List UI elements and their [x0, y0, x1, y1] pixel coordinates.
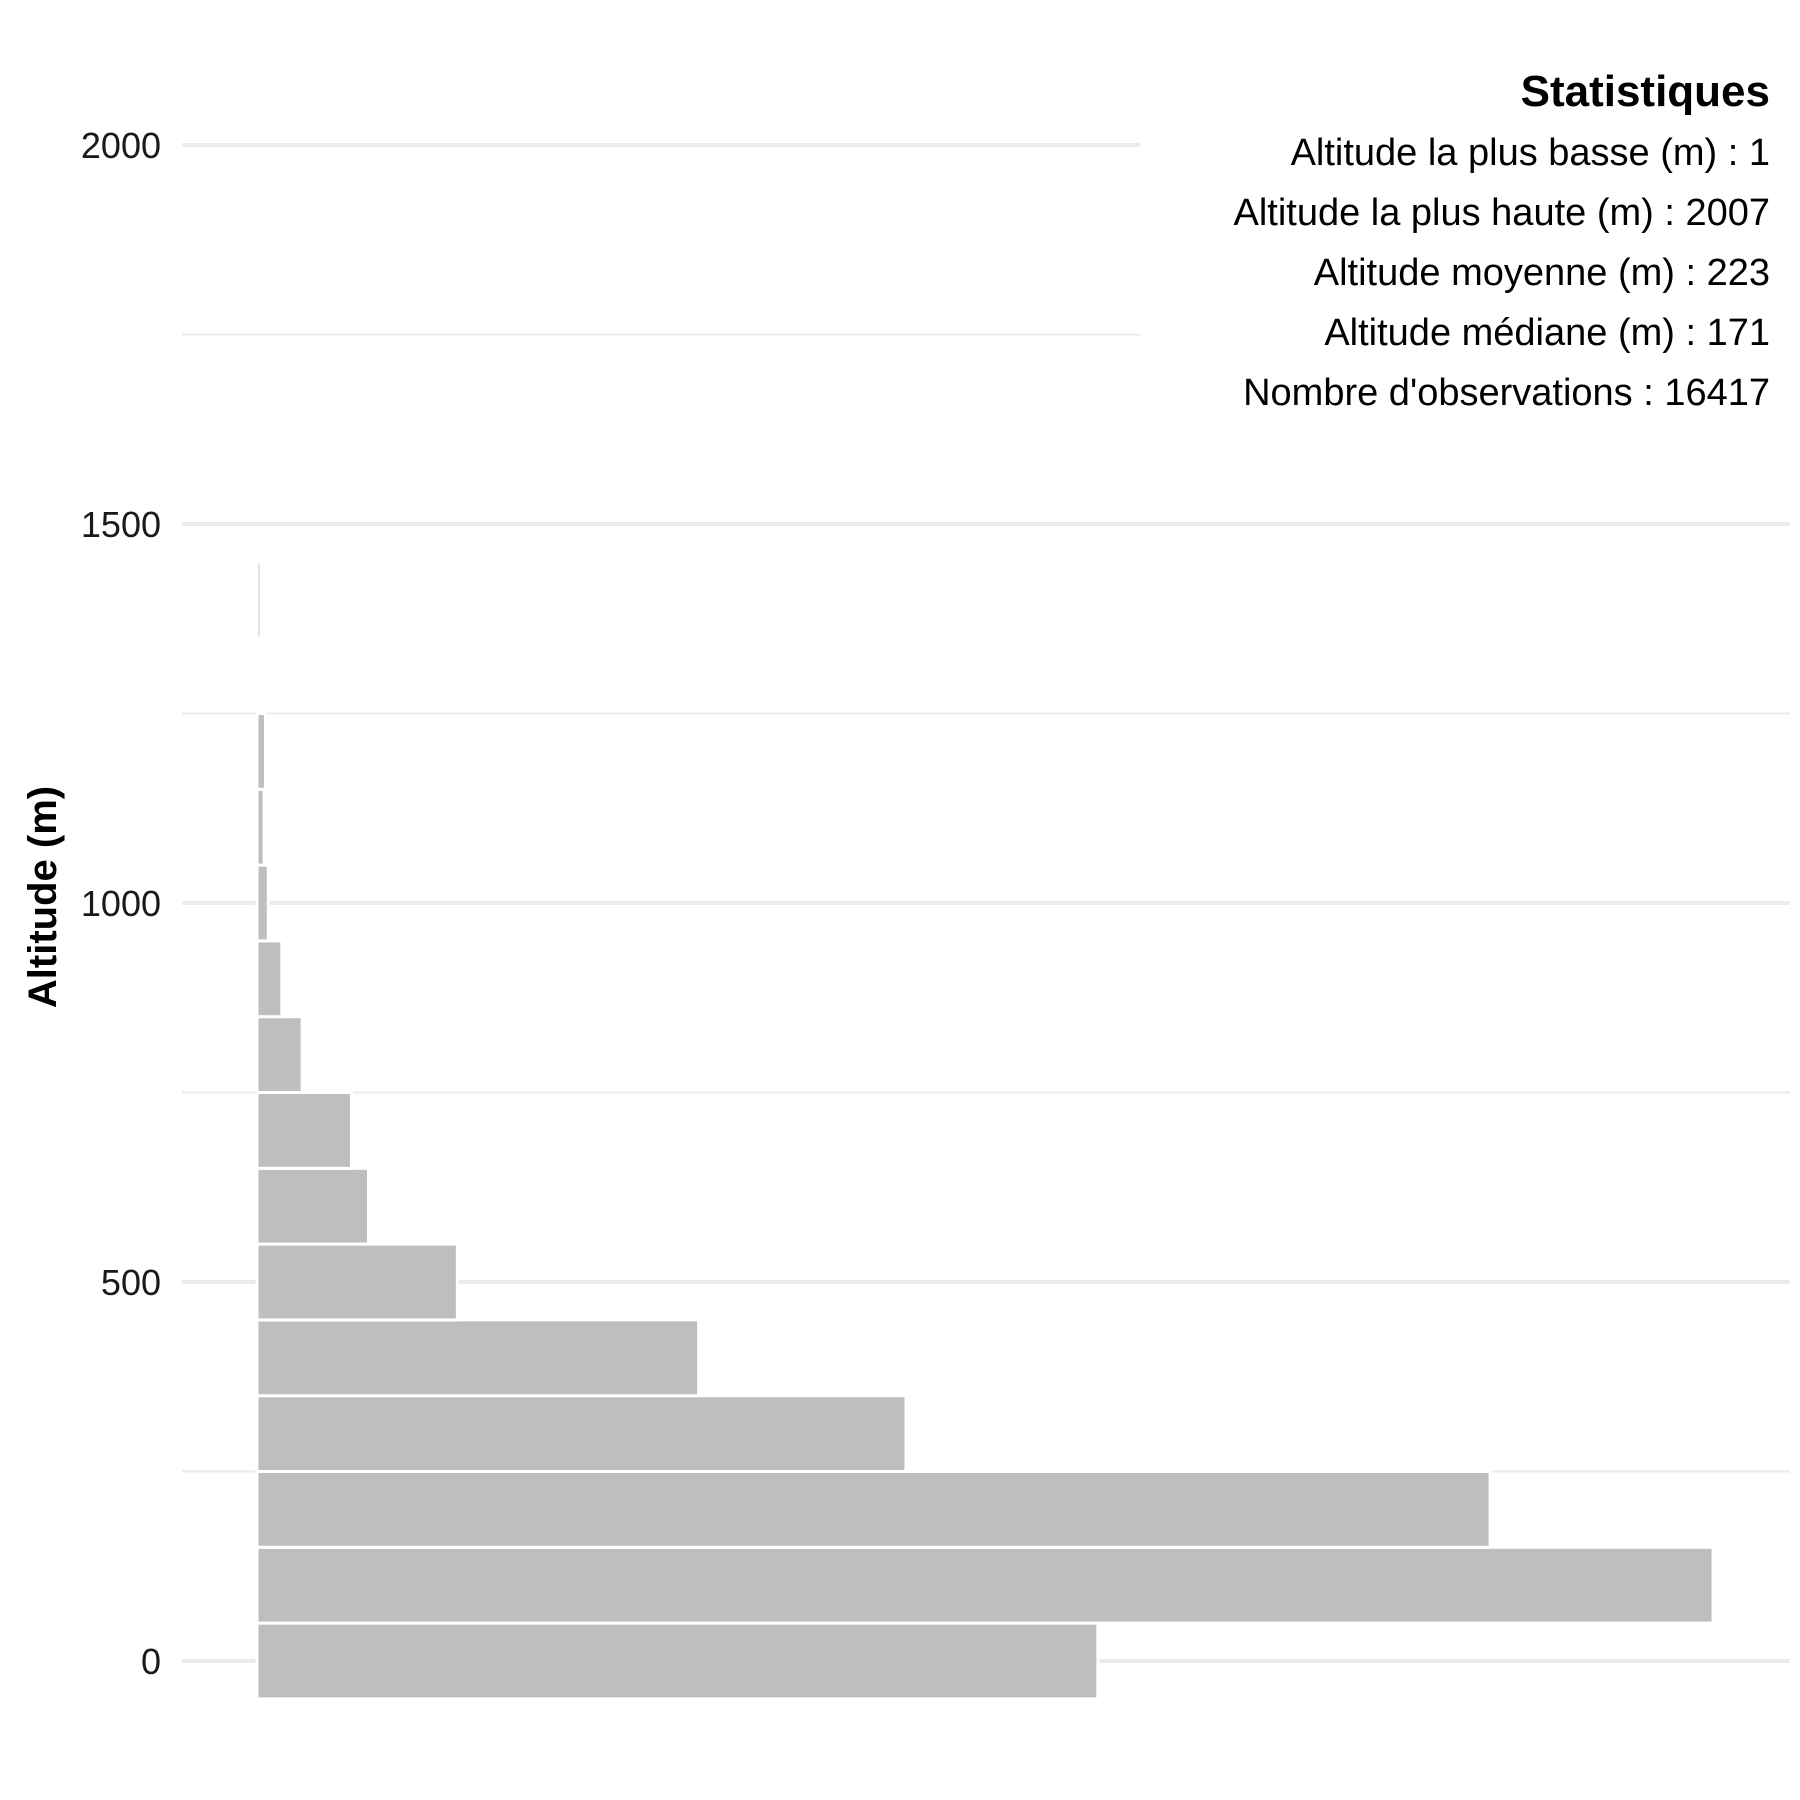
- histogram-bars: [255, 560, 1715, 1701]
- statistics-line: Altitude la plus haute (m) : 2007: [1233, 192, 1770, 234]
- histogram-bar: [255, 1470, 1492, 1549]
- statistics-line: Altitude moyenne (m) : 223: [1314, 252, 1770, 294]
- histogram-bar: [255, 636, 262, 716]
- histogram-bar: [255, 1394, 908, 1473]
- y-tick-label: 1000: [81, 883, 161, 924]
- statistics-box: Statistiques Altitude la plus basse (m) …: [1233, 67, 1770, 414]
- histogram-bar: [255, 863, 270, 943]
- histogram-bar: [255, 1318, 701, 1398]
- statistics-lines: Altitude la plus basse (m) : 1 Altitude l…: [1233, 132, 1770, 414]
- y-tick-label: 500: [101, 1262, 161, 1303]
- histogram-bar: [255, 1242, 459, 1322]
- y-axis-ticks: 0 500 1000 1500 2000: [81, 125, 161, 1682]
- histogram-bar: [255, 787, 266, 867]
- histogram-bar: [255, 939, 284, 1019]
- statistics-title: Statistiques: [1521, 67, 1770, 116]
- histogram-bar: [255, 560, 263, 640]
- y-axis-title: Altitude (m): [21, 786, 65, 1008]
- grid-lines: [182, 60, 1790, 1663]
- y-tick-label: 0: [141, 1641, 161, 1682]
- histogram-bar: [255, 712, 267, 791]
- y-tick-label: 1500: [81, 504, 161, 545]
- statistics-line: Altitude la plus basse (m) : 1: [1291, 132, 1770, 174]
- histogram-bar: [255, 1545, 1715, 1625]
- histogram-bar: [255, 1166, 370, 1246]
- histogram-bar: [255, 1091, 354, 1170]
- histogram-bar: [255, 1621, 1100, 1701]
- y-tick-label: 2000: [81, 125, 161, 166]
- statistics-line: Altitude médiane (m) : 171: [1324, 312, 1770, 354]
- histogram-bar: [255, 1015, 304, 1095]
- statistics-line: Nombre d'observations : 16417: [1243, 372, 1770, 414]
- statistics-box-background: [1140, 60, 1790, 480]
